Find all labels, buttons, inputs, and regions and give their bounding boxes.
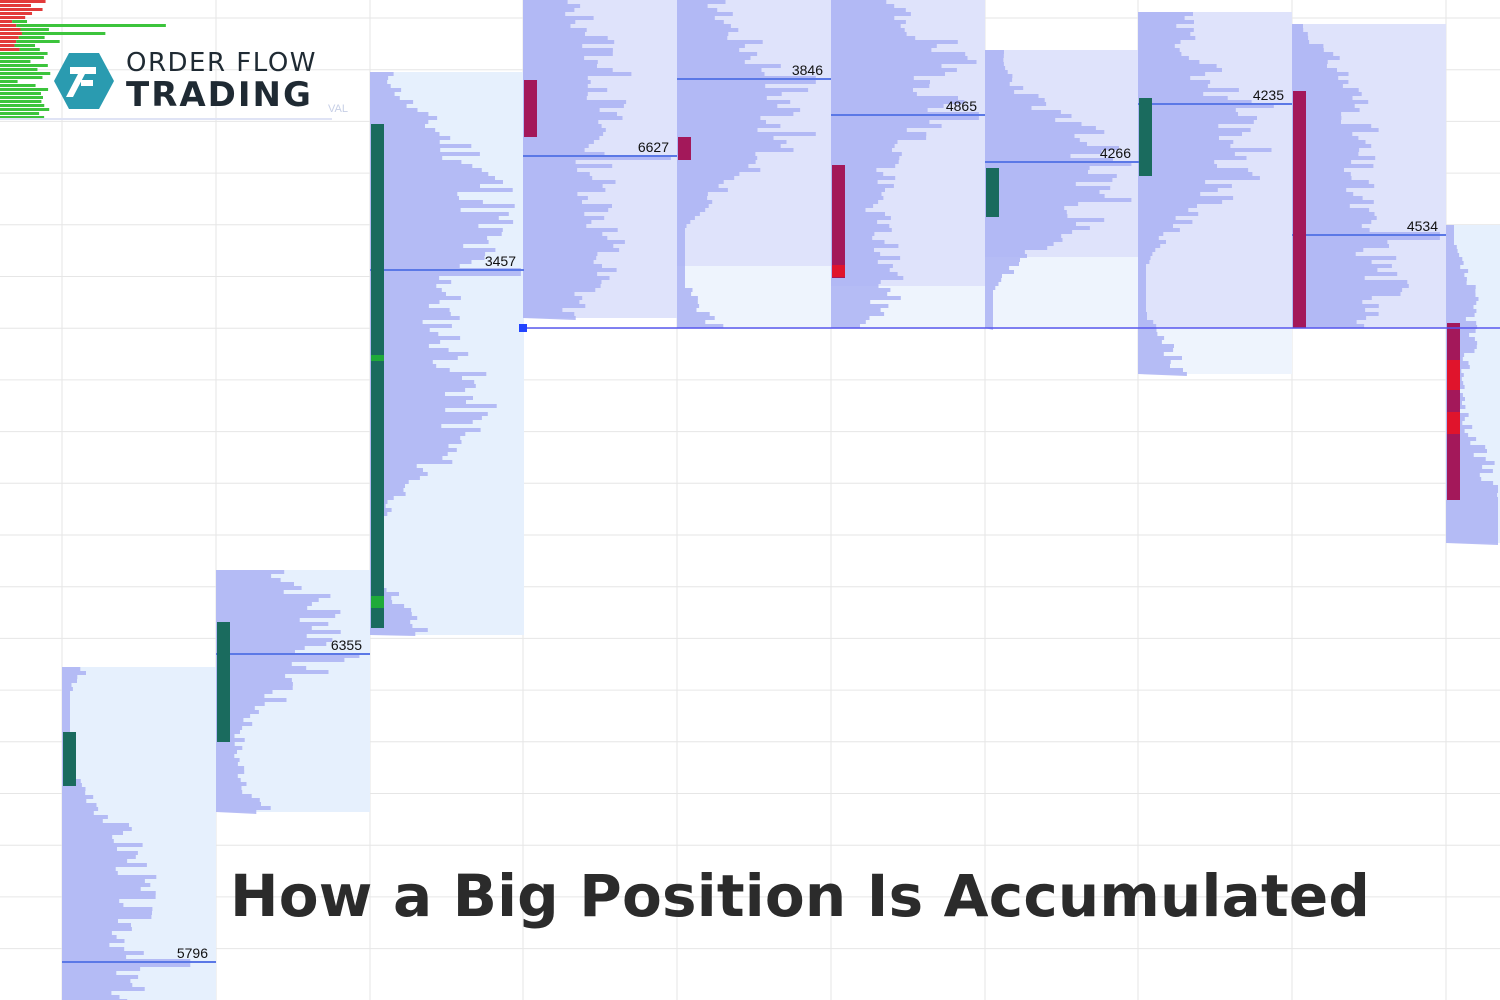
- corner-buy-bar: [20, 28, 49, 31]
- corner-sell-bar: [0, 8, 43, 11]
- corner-buy-bar: [19, 48, 40, 51]
- volume-histogram: [62, 667, 191, 1000]
- corner-buy-bar: [0, 92, 41, 95]
- bear-candle: [1447, 323, 1460, 500]
- corner-sell-bar: [0, 12, 33, 15]
- volume-histogram: [1292, 24, 1440, 328]
- brand-line-2: TRADING: [126, 75, 313, 115]
- candle-accent: [1447, 360, 1460, 390]
- corner-volume-bars: [0, 0, 332, 120]
- corner-buy-bar: [0, 100, 42, 103]
- level-anchor-handle: [519, 324, 527, 332]
- corner-sell-bar: [0, 0, 46, 3]
- corner-sell-bar: [0, 40, 17, 43]
- volume-histogram: [677, 0, 816, 328]
- corner-buy-bar: [0, 64, 48, 67]
- corner-sell-bar: [0, 4, 31, 7]
- volume-histogram: [831, 0, 979, 328]
- candle-accent: [371, 596, 384, 608]
- poc-label: 4865: [946, 98, 977, 114]
- corner-sell-bar: [0, 28, 21, 31]
- corner-buy-bar: [21, 32, 106, 35]
- poc-label: 6355: [331, 637, 362, 653]
- poc-lines: [62, 78, 1446, 963]
- level-lines: [519, 324, 1500, 332]
- val-label: VAL: [328, 103, 348, 115]
- corner-buy-bar: [16, 24, 166, 27]
- brand-logo: ORDER FLOW TRADING: [52, 48, 317, 114]
- poc-label: 3846: [792, 62, 823, 78]
- bear-candle: [678, 137, 691, 160]
- corner-sell-bar: [0, 36, 19, 39]
- corner-buy-bar: [16, 40, 60, 43]
- poc-label: 6627: [638, 139, 669, 155]
- corner-buy-bar: [0, 88, 49, 91]
- candle-accent: [832, 265, 845, 277]
- corner-buy-bar: [0, 108, 50, 111]
- corner-buy-bar: [0, 60, 31, 63]
- corner-buy-bar: [0, 52, 48, 55]
- corner-buy-bar: [0, 104, 45, 107]
- corner-buy-bar: [14, 44, 36, 47]
- volume-histogram: [523, 0, 671, 320]
- corner-buy-bar: [0, 112, 40, 115]
- volume-histogram: [370, 72, 521, 636]
- corner-sell-bar: [0, 44, 15, 47]
- brand-line-1: ORDER FLOW: [126, 48, 317, 78]
- corner-sell-bar: [0, 20, 13, 23]
- bear-candle: [524, 80, 537, 137]
- corner-buy-bar: [18, 36, 45, 39]
- candle-accent: [371, 355, 384, 361]
- corner-sell-bar: [0, 16, 26, 19]
- corner-sell-bar: [0, 32, 22, 35]
- volume-histogram: [985, 50, 1132, 330]
- corner-buy-bar: [0, 72, 51, 75]
- poc-label: 4266: [1100, 145, 1131, 161]
- bear-candle: [1293, 91, 1306, 328]
- corner-buy-bar: [0, 96, 43, 99]
- candles: [63, 80, 1460, 786]
- headline: How a Big Position Is Accumulated: [230, 862, 1371, 930]
- poc-label: 4534: [1407, 218, 1438, 234]
- corner-sell-bar: [0, 48, 20, 51]
- value-area-outer: [985, 257, 1139, 328]
- poc-label: 5796: [177, 945, 208, 961]
- bull-candle: [986, 168, 999, 217]
- corner-sell-bar: [0, 24, 17, 27]
- corner-buy-bar: [0, 84, 36, 87]
- bear-candle: [832, 165, 845, 278]
- volume-histogram: [216, 570, 360, 814]
- corner-buy-bar: [0, 76, 43, 79]
- corner-buy-bar: [0, 116, 45, 119]
- corner-buy-bar: [0, 80, 18, 83]
- corner-buy-bar: [12, 20, 28, 23]
- poc-label: 3457: [485, 253, 516, 269]
- poc-labels: 5796 6355 3457 6627 3846 4865 4266 4235 4534: [177, 62, 1438, 961]
- poc-label: 4235: [1253, 87, 1284, 103]
- bull-candle: [63, 732, 76, 786]
- corner-buy-bar: [0, 68, 38, 71]
- bull-candle: [217, 622, 230, 742]
- corner-buy-bar: [0, 56, 44, 59]
- bull-candle: [371, 124, 384, 628]
- order-flow-logo-icon: [54, 53, 114, 109]
- bull-candle: [1139, 98, 1152, 176]
- candle-accent: [1447, 412, 1460, 434]
